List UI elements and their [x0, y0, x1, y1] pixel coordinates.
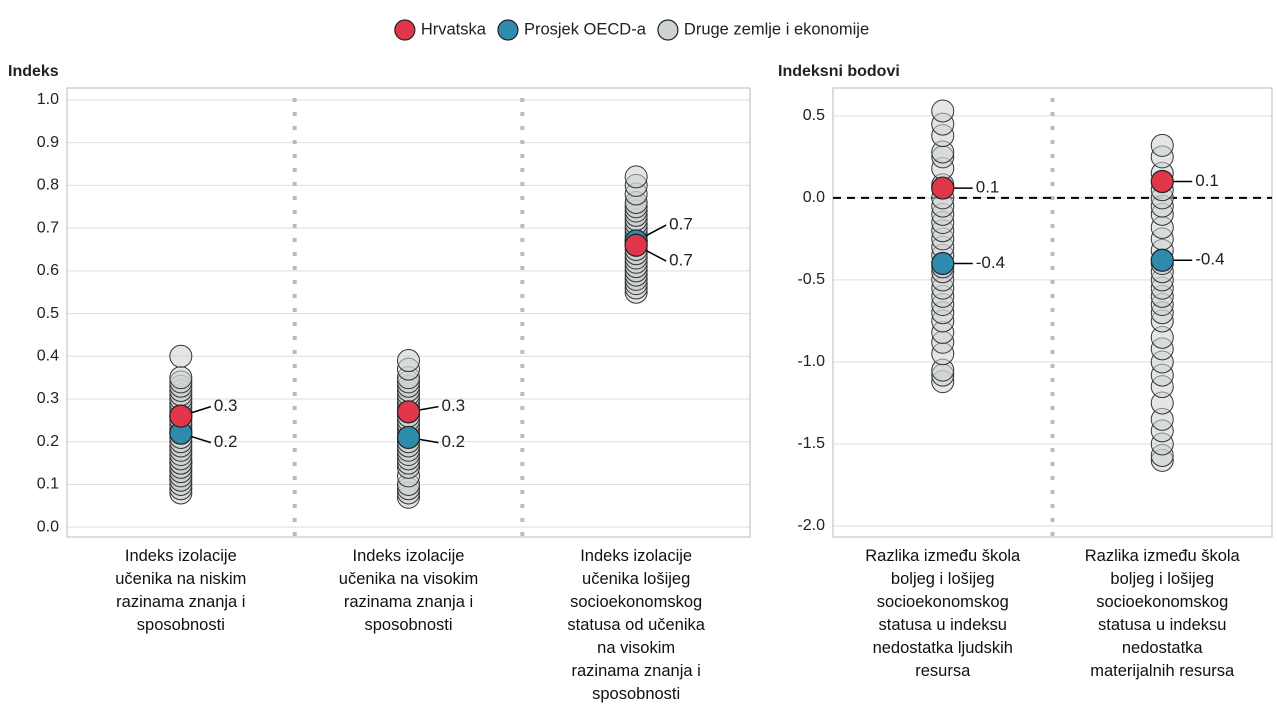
other-dot — [1150, 133, 1174, 157]
legend-label: Druge zemlje i ekonomije — [684, 20, 869, 38]
y-tick-label: 1.0 — [37, 91, 59, 108]
data-label: 0.1 — [1195, 171, 1219, 190]
highlight-dot — [931, 176, 955, 200]
y-tick-label: 0.6 — [37, 262, 59, 279]
data-label: 0.7 — [669, 215, 693, 234]
legend-swatch — [657, 19, 679, 41]
x-tick-label: Razlika između škola boljeg i lošijeg so… — [1084, 547, 1240, 680]
highlight-dot — [396, 400, 421, 424]
y-tick-label: -2.0 — [797, 517, 825, 534]
plot-border — [66, 87, 751, 538]
y-tick-label: -0.5 — [797, 271, 825, 288]
data-label: 0.3 — [214, 396, 238, 415]
other-dot — [397, 349, 420, 373]
data-label: 0.2 — [442, 432, 466, 451]
x-tick-label: Indeks izolacije učenika na visokim razi… — [338, 547, 479, 634]
legend-label: Prosjek OECD-a — [524, 20, 647, 38]
y-tick-label: 0.0 — [37, 518, 59, 535]
legend-label: Hrvatska — [421, 20, 487, 38]
highlight-dot — [1150, 169, 1174, 194]
other-dot — [169, 344, 193, 368]
y-tick-label: 0.8 — [37, 177, 59, 194]
other-dot — [931, 99, 955, 123]
y-tick-label: 0.1 — [37, 476, 59, 493]
data-label: 0.1 — [976, 178, 1000, 197]
data-label: 0.2 — [214, 432, 238, 451]
data-label: 0.7 — [669, 251, 693, 270]
legend: Hrvatska Prosjek OECD-a Druge zemlje i eko… — [394, 19, 869, 41]
y-tick-label: -1.0 — [797, 353, 825, 370]
y-tick-label: 0.9 — [37, 134, 59, 151]
data-label: -0.4 — [1195, 250, 1224, 269]
other-dot — [624, 165, 648, 189]
y-tick-label: -1.5 — [797, 435, 825, 452]
data-label: 0.3 — [442, 396, 466, 415]
x-tick-label: Razlika između škola boljeg i lošijeg so… — [865, 547, 1021, 680]
plot-border — [832, 87, 1273, 538]
y-tick-label: 0.4 — [37, 348, 59, 365]
y-tick-label: 0.7 — [37, 219, 59, 236]
y-axis-title: Indeks — [8, 63, 59, 80]
y-tick-label: 0.2 — [37, 433, 59, 450]
highlight-dot — [396, 425, 421, 450]
highlight-dot — [169, 404, 193, 428]
y-axis-title: Indeksni bodovi — [778, 63, 900, 80]
legend-swatch — [394, 19, 416, 41]
y-tick-label: 0.5 — [803, 107, 825, 124]
highlight-dot — [624, 233, 648, 257]
x-tick-label: Indeks izolacije učenika lošijeg socioek… — [567, 547, 705, 703]
highlight-dot — [1150, 248, 1174, 272]
y-tick-label: 0.5 — [37, 305, 59, 322]
data-label: -0.4 — [976, 253, 1005, 272]
y-tick-label: 0.3 — [37, 390, 59, 407]
y-tick-label: 0.0 — [803, 189, 825, 206]
other-dot — [169, 366, 193, 390]
highlight-dot — [931, 251, 955, 276]
x-tick-label: Indeks izolacije učenika na niskim razin… — [115, 547, 247, 634]
legend-swatch — [497, 19, 519, 41]
